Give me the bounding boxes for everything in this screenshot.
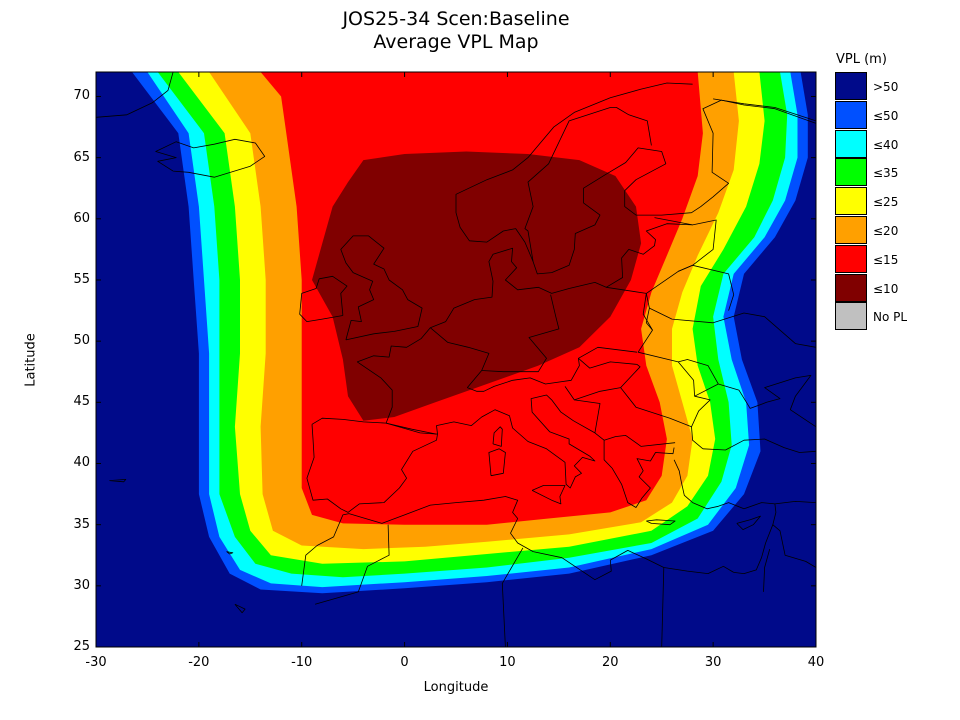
coastline bbox=[492, 426, 503, 447]
coastline bbox=[386, 422, 437, 435]
legend-swatch bbox=[835, 129, 867, 158]
y-tick-label: 50 bbox=[73, 333, 90, 349]
coastline bbox=[314, 524, 390, 605]
chart-title-line2: Average VPL Map bbox=[373, 31, 539, 53]
coastline bbox=[531, 485, 566, 505]
coastline bbox=[574, 399, 601, 433]
x-tick-label: -20 bbox=[188, 655, 210, 670]
y-tick-label: 30 bbox=[73, 577, 90, 593]
coastline bbox=[299, 275, 348, 323]
legend-swatch bbox=[835, 100, 867, 129]
coastline bbox=[467, 346, 638, 392]
x-tick-label: 40 bbox=[807, 655, 825, 670]
y-tick-label: 55 bbox=[73, 271, 90, 287]
coastline bbox=[603, 434, 676, 447]
coastline bbox=[436, 394, 675, 508]
coastline bbox=[524, 107, 652, 262]
coastline bbox=[649, 307, 817, 348]
legend-label: ≤35 bbox=[873, 166, 899, 181]
coastline bbox=[564, 357, 641, 401]
legend-label: ≤20 bbox=[873, 224, 899, 238]
y-tick-label: 70 bbox=[73, 88, 90, 104]
coastline bbox=[481, 294, 560, 373]
coastline bbox=[774, 500, 817, 505]
legend-label: No PL bbox=[873, 310, 908, 325]
y-tick-label: 65 bbox=[73, 149, 90, 165]
x-tick-label: 10 bbox=[499, 655, 516, 670]
legend-label: ≤25 bbox=[873, 195, 899, 210]
legend-label: ≤40 bbox=[873, 137, 899, 152]
coastline bbox=[718, 374, 817, 428]
coastline bbox=[772, 524, 817, 568]
coastline bbox=[620, 387, 692, 428]
chart-title: JOS25-34 Scen:Baseline Average VPL Map bbox=[0, 8, 912, 54]
x-tick-label: -30 bbox=[85, 655, 107, 670]
coastline bbox=[155, 138, 266, 178]
legend-swatch bbox=[835, 244, 867, 273]
coastline bbox=[430, 327, 490, 388]
x-tick-label: -10 bbox=[291, 655, 313, 670]
coastline bbox=[356, 223, 693, 424]
legend-label: ≤50 bbox=[873, 108, 899, 123]
coastline bbox=[661, 567, 665, 648]
coastline bbox=[501, 547, 524, 648]
y-axis-title: Latitude bbox=[23, 333, 39, 387]
coastline bbox=[306, 417, 438, 513]
legend-swatch bbox=[835, 273, 867, 302]
coastline bbox=[488, 448, 506, 477]
y-tick-label: 60 bbox=[73, 210, 90, 226]
chart-title-line1: JOS25-34 Scen:Baseline bbox=[342, 8, 570, 30]
y-tick-label: 25 bbox=[73, 639, 90, 654]
coastline bbox=[678, 359, 719, 385]
y-tick-label: 45 bbox=[73, 394, 90, 410]
coastline bbox=[702, 438, 817, 453]
legend-title: VPL (m) bbox=[836, 52, 887, 67]
y-tick-label: 35 bbox=[73, 516, 90, 532]
coastline bbox=[455, 82, 817, 275]
coastline bbox=[646, 519, 676, 526]
legend-label: ≤15 bbox=[873, 252, 899, 267]
coastline bbox=[678, 264, 735, 311]
x-axis-title: Longitude bbox=[423, 680, 489, 695]
coastline bbox=[736, 515, 761, 530]
x-tick-label: 20 bbox=[602, 655, 619, 670]
coastline bbox=[673, 459, 777, 574]
y-tick-label: 40 bbox=[73, 455, 90, 471]
coastline bbox=[95, 71, 174, 118]
coastline bbox=[226, 551, 234, 555]
coastline bbox=[340, 235, 423, 341]
coastline bbox=[694, 383, 719, 397]
legend-swatch bbox=[835, 187, 867, 216]
vpl-band bbox=[312, 151, 642, 421]
coastline bbox=[763, 548, 771, 592]
coastline bbox=[713, 98, 817, 122]
plot-frame bbox=[95, 71, 817, 648]
coastline bbox=[234, 603, 246, 614]
legend-swatch bbox=[835, 302, 867, 331]
legend-label: ≤10 bbox=[873, 281, 899, 296]
x-tick-label: 30 bbox=[704, 655, 722, 670]
legend-swatch bbox=[835, 216, 867, 244]
legend-label: >50 bbox=[873, 80, 899, 94]
legend-swatch bbox=[835, 72, 867, 100]
coastline bbox=[109, 478, 127, 483]
coastline bbox=[606, 286, 653, 331]
x-tick-label: 0 bbox=[400, 655, 409, 670]
coastline bbox=[301, 496, 734, 586]
legend-swatch bbox=[835, 158, 867, 187]
